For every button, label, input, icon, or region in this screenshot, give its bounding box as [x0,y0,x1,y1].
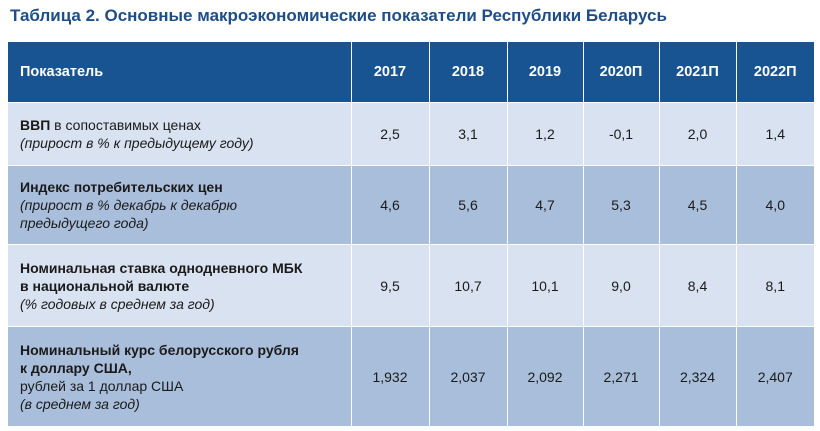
table-row: Номинальная ставка однодневного МБК в на… [8,244,814,327]
indicator-note: (прирост в % к предыдущему году) [20,135,254,151]
value-cell: 4,6 [351,165,430,245]
value-cell: 1,4 [736,102,814,166]
value-cell: 9,0 [583,244,660,327]
value-cell: 10,1 [507,244,584,327]
header-year: 2020П [583,42,660,103]
macro-indicators-table: Показатель 2017 2018 2019 2020П 2021П 20… [8,42,814,427]
header-indicator: Показатель [8,42,352,103]
value-cell: 9,5 [351,244,430,327]
value-cell: 4,0 [736,165,814,245]
indicator-name-bold: ВВП [20,117,51,133]
table-row: ВВП в сопоставимых ценах (прирост в % к … [8,102,814,166]
header-year: 2017 [351,42,430,103]
value-cell: 2,092 [507,326,584,427]
indicator-name-bold: в национальной валюте [20,277,190,294]
value-cell: 4,7 [507,165,584,245]
indicator-name-bold: к доллару США, [20,359,132,376]
header-year: 2022П [736,42,814,103]
value-cell: 3,1 [429,102,508,166]
value-cell: 5,6 [429,165,508,245]
header-year: 2019 [507,42,584,103]
table-row: Индекс потребительских цен (прирост в % … [8,165,814,245]
value-cell: -0,1 [583,102,660,166]
table-row: Номинальный курс белорусского рубля к до… [8,326,814,427]
indicator-interbank-rate: Номинальная ставка однодневного МБК в на… [8,244,352,327]
indicator-exchange-rate: Номинальный курс белорусского рубля к до… [8,326,352,427]
indicator-note: (в среднем за год) [20,395,140,412]
value-cell: 8,1 [736,244,814,327]
value-cell: 2,271 [583,326,660,427]
indicator-name-bold: Номинальная ставка однодневного МБК [20,259,303,276]
value-cell: 10,7 [429,244,508,327]
indicator-note: (прирост в % декабрь к декабрю [20,197,238,213]
value-cell: 2,5 [351,102,430,166]
value-cell: 1,2 [507,102,584,166]
header-row: Показатель 2017 2018 2019 2020П 2021П 20… [8,42,814,103]
indicator-gdp: ВВП в сопоставимых ценах (прирост в % к … [8,102,352,166]
header-year: 2021П [659,42,737,103]
indicator-unit: рублей за 1 доллар США [20,377,184,394]
header-year: 2018 [429,42,508,103]
value-cell: 4,5 [659,165,737,245]
value-cell: 5,3 [583,165,660,245]
indicator-cpi: Индекс потребительских цен (прирост в % … [8,165,352,245]
table-title: Таблица 2. Основные макроэкономические п… [10,6,667,25]
indicator-name-bold: Индекс потребительских цен [20,179,223,195]
value-cell: 2,407 [736,326,814,427]
indicator-name: в сопоставимых ценах [50,117,201,133]
value-cell: 2,0 [659,102,737,166]
value-cell: 2,324 [659,326,737,427]
indicator-name-bold: Номинальный курс белорусского рубля [20,341,299,358]
value-cell: 2,037 [429,326,508,427]
value-cell: 1,932 [351,326,430,427]
indicator-note: предыдущего года) [20,215,149,231]
indicator-note: (% годовых в среднем за год) [20,295,215,312]
value-cell: 8,4 [659,244,737,327]
